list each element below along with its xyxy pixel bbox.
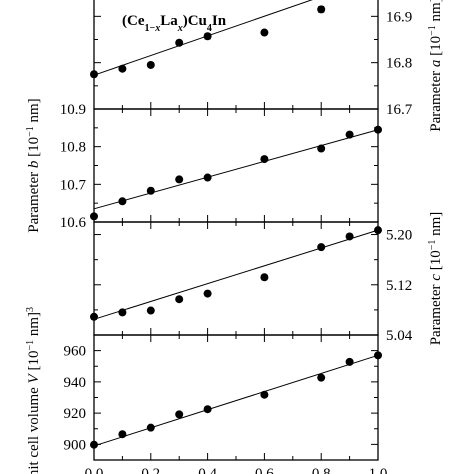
compound-label: (Ce1−xLax)Cu4In bbox=[122, 13, 227, 34]
panel-frame bbox=[93, 334, 379, 461]
data-point bbox=[260, 28, 269, 37]
fit-line bbox=[93, 0, 313, 76]
fit-line bbox=[93, 229, 379, 320]
data-point bbox=[345, 130, 354, 139]
fit-line bbox=[93, 129, 379, 210]
data-point bbox=[203, 32, 212, 41]
y-axis-title: Unit cell volume V [10−1 nm]3 bbox=[25, 307, 43, 474]
data-point bbox=[146, 186, 155, 195]
data-point bbox=[260, 390, 269, 399]
y-tick-label: 10.9 bbox=[60, 102, 86, 118]
x-tick-label: 0.8 bbox=[312, 466, 331, 474]
y-tick-label: 5.20 bbox=[386, 228, 412, 244]
data-point bbox=[146, 423, 155, 432]
data-point bbox=[345, 232, 354, 241]
data-point bbox=[345, 357, 354, 366]
panels: 16.7 16.8 16.9 Parameter a [10−1 nm] (Ce1−xL… bbox=[25, 0, 445, 474]
panel-2: 10.6 10.7 10.8 10.9 Parameter b [10−1 nm] bbox=[25, 98, 382, 233]
data-point bbox=[90, 312, 98, 321]
data-point bbox=[260, 155, 269, 164]
data-point bbox=[317, 243, 326, 252]
y-axis-title: Parameter b [10−1 nm] bbox=[25, 98, 43, 232]
data-point bbox=[317, 373, 326, 382]
data-point bbox=[175, 38, 184, 47]
x-tick-label: 0.0 bbox=[85, 466, 104, 474]
y-tick-label: 16.7 bbox=[386, 102, 413, 118]
data-point bbox=[118, 430, 127, 439]
y-tick-label: 10.6 bbox=[60, 215, 87, 231]
x-tick-label: 0.6 bbox=[255, 466, 274, 474]
y-axis-title: Parameter c [10−1 nm] bbox=[427, 212, 445, 346]
x-tick-label: 1.0 bbox=[369, 466, 388, 474]
x-tick-label: 0.4 bbox=[198, 466, 217, 474]
data-point bbox=[175, 295, 184, 304]
data-point bbox=[374, 351, 382, 360]
data-point bbox=[374, 125, 382, 134]
data-point bbox=[118, 308, 127, 317]
data-point bbox=[203, 289, 212, 298]
data-point bbox=[118, 64, 127, 73]
data-point bbox=[317, 144, 326, 153]
data-point bbox=[90, 212, 98, 221]
panel-1: 16.7 16.8 16.9 Parameter a [10−1 nm] (Ce1−xL… bbox=[90, 0, 444, 132]
y-tick-label: 10.8 bbox=[60, 140, 86, 156]
data-point bbox=[260, 273, 269, 282]
data-point bbox=[146, 60, 155, 69]
y-tick-label: 960 bbox=[64, 344, 87, 360]
x-tick-label: 0.2 bbox=[141, 466, 160, 474]
panel-frame bbox=[93, 108, 379, 223]
data-point bbox=[90, 440, 98, 449]
fit-line bbox=[93, 354, 379, 447]
data-point bbox=[203, 173, 212, 182]
panel-frame bbox=[93, 221, 379, 336]
y-tick-label: 5.04 bbox=[386, 328, 413, 344]
data-point bbox=[175, 175, 184, 184]
y-tick-label: 940 bbox=[64, 375, 87, 391]
data-point bbox=[146, 306, 155, 315]
y-axis-title: Parameter a [10−1 nm] bbox=[427, 0, 445, 132]
data-point bbox=[90, 70, 98, 79]
y-tick-label: 920 bbox=[64, 406, 87, 422]
data-point bbox=[317, 5, 326, 14]
y-tick-label: 5.12 bbox=[386, 278, 412, 294]
data-point bbox=[203, 405, 212, 414]
y-tick-label: 16.9 bbox=[386, 9, 412, 25]
y-tick-label: 16.8 bbox=[386, 56, 412, 72]
panel-3: 5.04 5.12 5.20 Parameter c [10−1 nm] bbox=[90, 212, 445, 346]
data-point bbox=[118, 197, 127, 206]
y-tick-label: 900 bbox=[64, 437, 87, 453]
data-point bbox=[175, 410, 184, 419]
data-point bbox=[374, 226, 382, 235]
panel-4: 900 920 940 960 Unit cell volume V [10−1 nm]… bbox=[25, 307, 388, 474]
y-tick-label: 10.7 bbox=[60, 177, 87, 193]
